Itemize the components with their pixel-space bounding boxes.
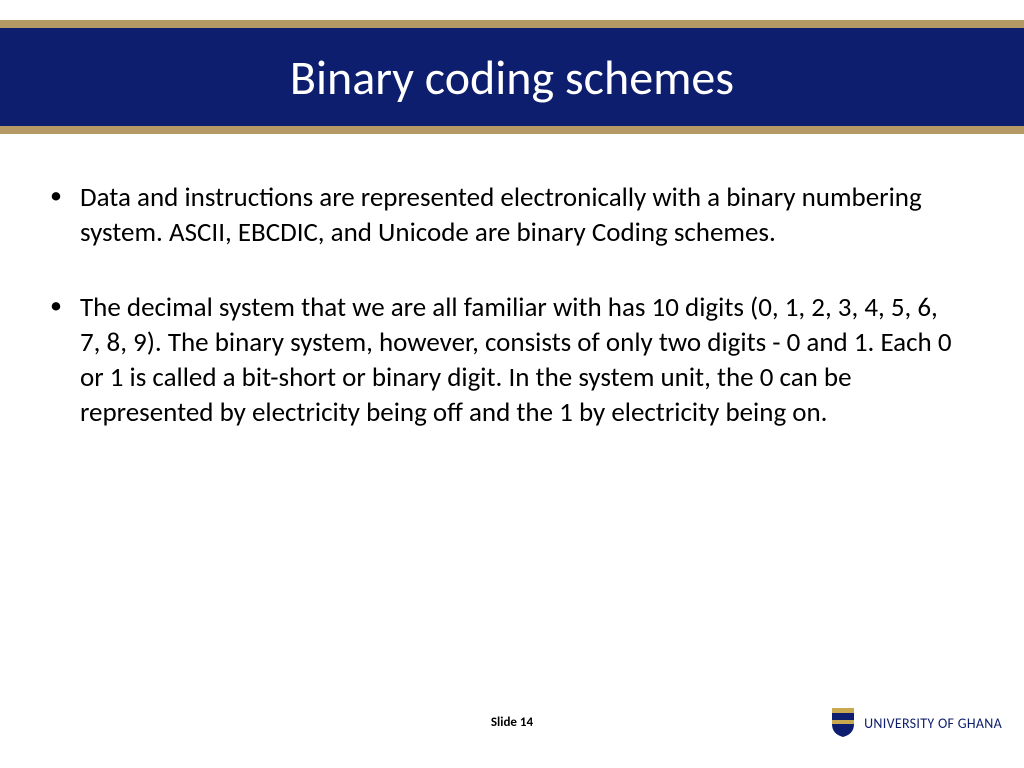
university-logo-block: UNIVERSITY OF GHANA [830,708,1002,738]
bullet-item: The decimal system that we are all famil… [38,290,958,430]
university-name: UNIVERSITY OF GHANA [864,715,1002,732]
university-crest-icon [830,708,856,738]
bullet-list: Data and instructions are represented el… [38,180,958,431]
slide: Binary coding schemes Data and instructi… [0,0,1024,768]
bullet-item: Data and instructions are represented el… [38,180,958,250]
slide-number: Slide 14 [491,715,533,730]
title-band: Binary coding schemes [0,28,1024,126]
bottom-accent-bar [0,126,1024,134]
top-accent-bar [0,20,1024,28]
footer: Slide 14 UNIVERSITY OF GHANA [0,712,1024,752]
content-area: Data and instructions are represented el… [38,180,958,471]
slide-title: Binary coding schemes [290,48,734,107]
